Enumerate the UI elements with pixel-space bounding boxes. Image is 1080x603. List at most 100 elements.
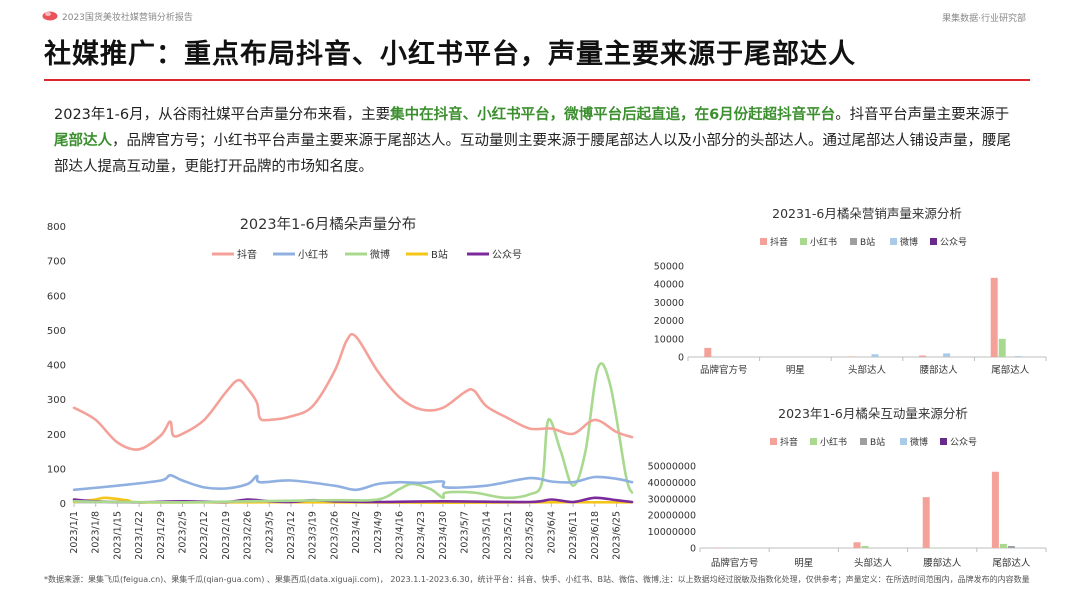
bar-微博-腰部达人 bbox=[943, 353, 951, 357]
bar-抖音-腰部达人 bbox=[919, 355, 927, 357]
top-bar: 2023国货美妆社媒营销分析报告 果集数据·行业研究部 bbox=[0, 0, 1080, 30]
bar-legend-swatch bbox=[850, 238, 857, 245]
bar-小红书-头部达人 bbox=[861, 546, 869, 548]
bar-category-label: 尾部达人 bbox=[992, 557, 1031, 569]
bar-legend-swatch bbox=[810, 438, 817, 445]
bar-legend-label: B站 bbox=[870, 436, 885, 448]
line-x-tick-label: 2023/6/25 bbox=[612, 511, 623, 560]
line-x-tick-label: 2023/4/23 bbox=[416, 511, 427, 560]
bar-y-tick-label: 10000000 bbox=[648, 527, 696, 538]
line-y-tick-label: 700 bbox=[47, 257, 66, 268]
bar-抖音-头部达人 bbox=[847, 356, 855, 357]
bar-抖音-头部达人 bbox=[853, 542, 861, 548]
line-y-tick-label: 800 bbox=[47, 222, 66, 233]
page-title: 社媒推广：重点布局抖音、小红书平台，声量主要来源于尾部达人 bbox=[44, 39, 856, 70]
bar-legend-label: 公众号 bbox=[940, 237, 967, 248]
bar-y-tick-label: 20000 bbox=[654, 316, 684, 327]
bar-B站-尾部达人 bbox=[1007, 546, 1015, 548]
line-x-tick-label: 2023/2/26 bbox=[243, 511, 254, 560]
bar-抖音-尾部达人 bbox=[990, 277, 998, 357]
line-y-tick-label: 600 bbox=[47, 291, 66, 302]
report-name: 2023国货美妆社媒营销分析报告 bbox=[62, 13, 193, 23]
bar-y-tick-label: 50000000 bbox=[648, 462, 696, 473]
line-x-tick-label: 2023/6/11 bbox=[568, 511, 579, 560]
line-series-微博 bbox=[72, 362, 634, 504]
bar-抖音-品牌官方号 bbox=[704, 347, 712, 357]
line-legend-label: 抖音 bbox=[237, 248, 257, 261]
line-y-tick-label: 400 bbox=[47, 361, 66, 372]
title-divider bbox=[44, 79, 1030, 81]
bar-抖音-腰部达人 bbox=[922, 497, 930, 548]
bar-legend-label: 抖音 bbox=[770, 236, 788, 248]
bar-legend-swatch bbox=[890, 238, 897, 245]
logo-icon bbox=[42, 11, 58, 21]
bar-legend-label: 小红书 bbox=[820, 436, 847, 448]
line-x-tick-label: 2023/1/29 bbox=[156, 511, 167, 560]
line-y-tick-label: 0 bbox=[60, 499, 66, 510]
bar-legend-label: 抖音 bbox=[780, 436, 798, 448]
line-legend-label: 微博 bbox=[370, 248, 390, 261]
summary-paragraph: 2023年1-6月，从谷雨社媒平台声量分布来看，主要集中在抖音、小红书平台，微博… bbox=[54, 102, 1014, 180]
bar-微博-头部达人 bbox=[871, 354, 879, 357]
line-x-tick-label: 2023/2/5 bbox=[178, 511, 189, 554]
bar-y-tick-label: 20000000 bbox=[648, 511, 696, 522]
line-x-tick-label: 2023/3/19 bbox=[308, 511, 319, 560]
summary-text-3: ，品牌官方号；小红书平台声量主要来源于尾部达人。互动量则主要来源于腰尾部达人以及… bbox=[54, 133, 1011, 175]
line-x-tick-label: 2023/5/28 bbox=[525, 511, 536, 560]
bar-category-label: 头部达人 bbox=[848, 364, 887, 376]
bar-小红书-尾部达人 bbox=[999, 543, 1007, 548]
line-x-tick-label: 2023/6/18 bbox=[590, 511, 601, 560]
bar-y-tick-label: 50000 bbox=[654, 262, 684, 273]
source-footnote: *数据来源：果集飞瓜(feigua.cn)、果集千瓜(qian-gua.com)… bbox=[44, 575, 1030, 584]
line-legend-label: B站 bbox=[431, 248, 448, 261]
line-x-tick-label: 2023/1/15 bbox=[112, 511, 123, 560]
bar-legend-label: 微博 bbox=[910, 436, 928, 448]
line-y-tick-label: 100 bbox=[47, 464, 66, 475]
bar-y-tick-label: 40000 bbox=[654, 280, 684, 291]
summary-highlight-2: 尾部达人 bbox=[54, 133, 112, 149]
line-legend-label: 公众号 bbox=[492, 249, 522, 261]
bar-category-label: 尾部达人 bbox=[991, 364, 1030, 376]
bar-chart-title-1: 20231-6月橘朵营销声量来源分析 bbox=[772, 206, 962, 221]
summary-highlight-1: 集中在抖音、小红书平台，微博平台后起直追，在6月份赶超抖音平台 bbox=[390, 107, 836, 123]
line-x-tick-label: 2023/4/16 bbox=[395, 511, 406, 560]
line-x-tick-label: 2023/4/30 bbox=[438, 511, 449, 560]
line-x-tick-label: 2023/4/9 bbox=[373, 511, 384, 554]
line-y-tick-label: 500 bbox=[47, 326, 66, 337]
bar-legend-swatch bbox=[770, 438, 777, 445]
bar-legend-swatch bbox=[800, 238, 807, 245]
line-x-tick-label: 2023/6/4 bbox=[546, 511, 557, 554]
bar-category-label: 腰部达人 bbox=[923, 557, 962, 569]
brand-label: 果集数据·行业研究部 bbox=[942, 14, 1026, 24]
line-x-tick-label: 2023/3/5 bbox=[264, 511, 275, 554]
line-x-tick-label: 2023/5/7 bbox=[460, 511, 471, 554]
bar-legend-swatch bbox=[930, 238, 937, 245]
line-x-tick-label: 2023/5/14 bbox=[481, 511, 492, 560]
bar-category-label: 明星 bbox=[786, 365, 805, 376]
line-x-tick-label: 2023/4/2 bbox=[351, 511, 362, 554]
line-x-tick-label: 2023/2/19 bbox=[221, 511, 232, 560]
bar-legend-label: 小红书 bbox=[810, 236, 837, 248]
bar-小红书-尾部达人 bbox=[998, 338, 1006, 357]
line-legend-label: 小红书 bbox=[298, 248, 328, 261]
summary-text-2: 。抖音平台声量主要来源于 bbox=[835, 107, 1010, 123]
line-x-tick-label: 2023/3/26 bbox=[329, 511, 340, 560]
bar-y-tick-label: 0 bbox=[678, 353, 684, 364]
bar-y-tick-label: 0 bbox=[690, 544, 696, 555]
bar-legend-swatch bbox=[760, 238, 767, 245]
line-series-小红书 bbox=[72, 474, 634, 492]
bar-legend-swatch bbox=[900, 438, 907, 445]
bar-y-tick-label: 30000000 bbox=[648, 494, 696, 505]
line-x-tick-label: 2023/3/12 bbox=[286, 511, 297, 560]
summary-text-1: 2023年1-6月，从谷雨社媒平台声量分布来看，主要 bbox=[54, 107, 391, 123]
bar-y-tick-label: 10000 bbox=[654, 334, 684, 345]
bar-legend-swatch bbox=[860, 438, 867, 445]
bar-chart-title-2: 2023年1-6月橘朵互动量来源分析 bbox=[778, 406, 968, 421]
bar-category-label: 明星 bbox=[794, 558, 813, 569]
bar-y-tick-label: 40000000 bbox=[648, 478, 696, 489]
bar-category-label: 腰部达人 bbox=[920, 364, 959, 376]
bar-category-label: 头部达人 bbox=[854, 557, 893, 569]
line-x-tick-label: 2023/1/1 bbox=[69, 511, 80, 554]
bar-legend-label: B站 bbox=[860, 236, 875, 248]
bar-category-label: 品牌官方号 bbox=[700, 364, 748, 376]
